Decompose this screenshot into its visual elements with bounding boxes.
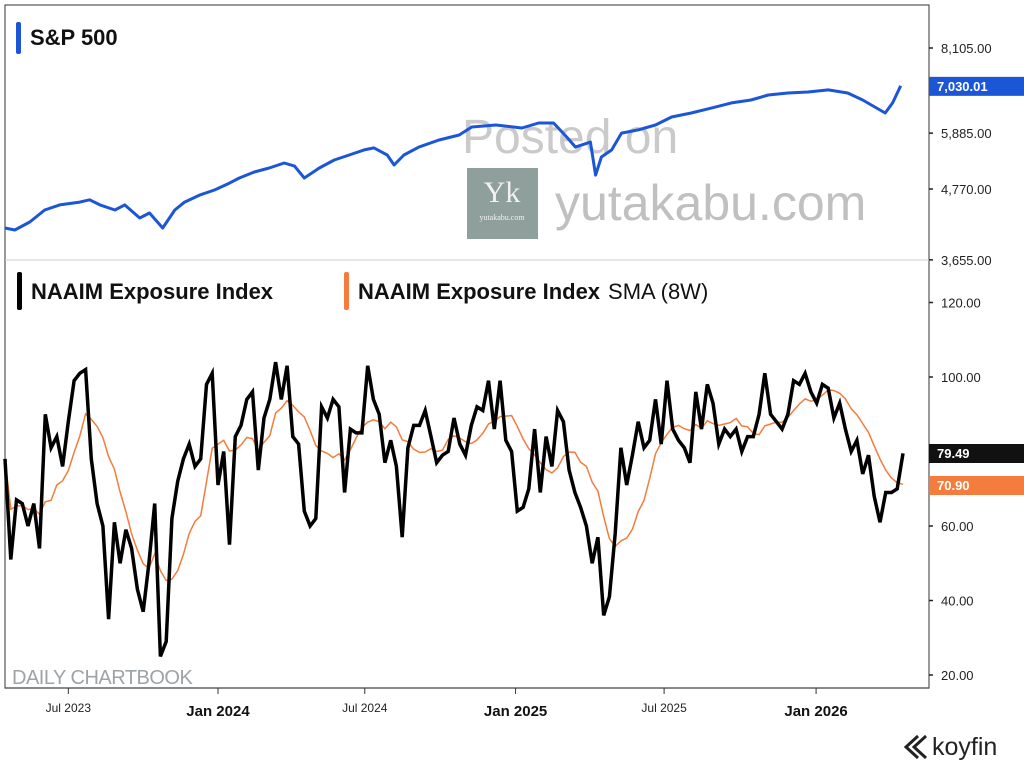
koyfin-logo: koyfin bbox=[903, 733, 997, 761]
sp500-y-tick-label: 4,770.00 bbox=[941, 182, 992, 197]
sma-legend-name: NAAIM Exposure Index bbox=[358, 279, 601, 304]
koyfin-icon bbox=[903, 734, 928, 760]
sma-legend-suffix: SMA (8W) bbox=[608, 279, 708, 304]
watermark: Posted on Yk yutakabu.com yutakabu.com bbox=[462, 111, 866, 239]
x-tick-label: Jul 2023 bbox=[46, 701, 92, 715]
naaim-legend-label: NAAIM Exposure Index bbox=[31, 279, 274, 304]
naaim-legend-swatch bbox=[17, 272, 22, 310]
naaim-line bbox=[3, 361, 905, 658]
sp500-line bbox=[4, 85, 903, 232]
watermark-logo-box bbox=[467, 168, 538, 239]
koyfin-wordmark: koyfin bbox=[932, 733, 997, 761]
x-tick-label: Jan 2025 bbox=[484, 703, 547, 720]
sma-legend-label: NAAIM Exposure Index SMA (8W) bbox=[358, 279, 708, 304]
sp500-legend-label: S&P 500 bbox=[30, 25, 118, 50]
x-tick-label: Jul 2025 bbox=[641, 701, 687, 715]
watermark-logo-letters: Yk bbox=[484, 176, 521, 209]
sma-last-value-tag-bg bbox=[929, 476, 1024, 495]
x-tick-label: Jan 2024 bbox=[186, 703, 250, 720]
naaim-y-tick-label: 100.00 bbox=[941, 370, 981, 385]
sp500-y-tick-label: 3,655.00 bbox=[941, 253, 992, 268]
naaim-y-tick-label: 40.00 bbox=[941, 594, 974, 609]
watermark-site: yutakabu.com bbox=[555, 175, 866, 231]
sp500-y-tick-label: 8,105.00 bbox=[941, 41, 992, 56]
naaim-last-value-tag: 79.49 bbox=[937, 446, 970, 461]
sp500-y-tick-label: 5,885.00 bbox=[941, 126, 992, 141]
sp500-last-price-tag-bg bbox=[929, 76, 1024, 96]
naaim-plot bbox=[3, 361, 905, 658]
sp500-legend-swatch bbox=[16, 22, 21, 54]
sma-legend-swatch bbox=[344, 272, 349, 310]
naaim-last-value-tag-bg bbox=[929, 444, 1024, 463]
sma-last-value-tag: 70.90 bbox=[937, 478, 970, 493]
watermark-logo-site: yutakabu.com bbox=[479, 213, 525, 222]
sp500-plot bbox=[4, 85, 903, 232]
naaim-y-tick-label: 60.00 bbox=[941, 519, 974, 534]
axes: 8,105.00 5,885.00 4,770.00 3,655.00 120.00 10… bbox=[5, 41, 1024, 720]
naaim-y-tick-label: 20.00 bbox=[941, 668, 974, 683]
watermark-posted-on: Posted on bbox=[462, 111, 678, 164]
x-tick-label: Jan 2026 bbox=[784, 703, 847, 720]
sp500-last-price-tag: 7,030.01 bbox=[937, 79, 988, 94]
plot-frame bbox=[4, 4, 930, 689]
naaim-y-tick-label: 120.00 bbox=[941, 296, 981, 311]
daily-chartbook-label: DAILY CHARTBOOK bbox=[12, 667, 193, 689]
x-tick-label: Jul 2024 bbox=[342, 701, 388, 715]
